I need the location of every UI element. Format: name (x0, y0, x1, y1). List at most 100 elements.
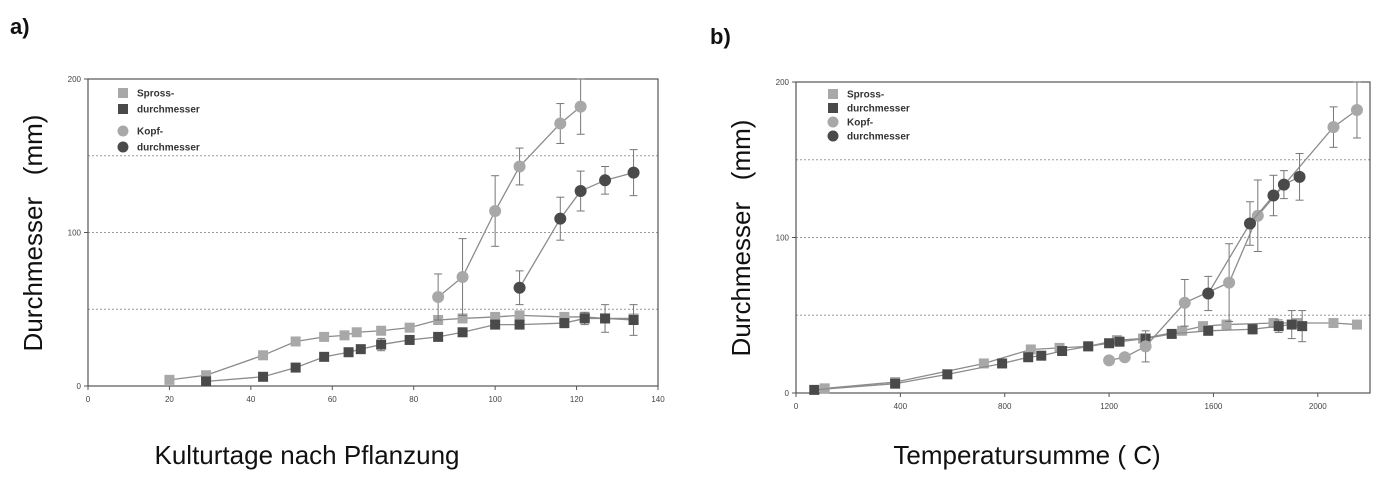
legend-marker-circle (117, 125, 129, 137)
data-point-square (1177, 325, 1188, 336)
data-point-square (355, 344, 366, 355)
legend-label: durchmesser (137, 143, 200, 154)
y-tick-label: 200 (68, 75, 82, 84)
y-tick-label: 200 (776, 78, 790, 87)
data-point-square (1104, 338, 1115, 349)
data-point-circle (1223, 276, 1236, 289)
x-tick-label: 140 (651, 395, 665, 404)
legend-marker-circle (117, 141, 129, 153)
data-point-circle (513, 160, 526, 173)
data-point-square (1203, 325, 1214, 336)
legend-label: Spross- (847, 90, 884, 101)
x-tick-label: 20 (165, 395, 174, 404)
data-point-circle (554, 117, 567, 130)
data-point-square (1198, 321, 1209, 332)
data-point-circle (1277, 178, 1290, 191)
data-point-square (1114, 336, 1125, 347)
legend-label: durchmesser (847, 104, 910, 115)
data-point-square (404, 322, 415, 333)
series-line-2 (814, 323, 1303, 391)
data-point-circle (1243, 217, 1256, 230)
data-point-square (490, 319, 501, 330)
data-point-square (351, 327, 362, 338)
x-tick-label: 120 (570, 395, 584, 404)
data-point-square (1025, 344, 1036, 355)
x-tick-label: 0 (86, 395, 91, 404)
series-line-2 (206, 317, 634, 383)
legend-marker-square (118, 88, 128, 98)
data-point-square (978, 358, 989, 369)
y-tick-label: 100 (776, 234, 790, 243)
data-point-square (1083, 341, 1094, 352)
panel-label: b) (710, 24, 731, 49)
data-point-circle (627, 166, 640, 179)
legend-label: durchmesser (847, 132, 910, 143)
legend-label: Kopf- (847, 118, 873, 129)
legend-marker-square (118, 104, 128, 114)
data-point-square (809, 384, 820, 395)
data-point-square (579, 313, 590, 324)
data-point-square (201, 376, 212, 387)
data-point-square (319, 331, 330, 342)
data-point-square (600, 313, 611, 324)
data-point-circle (489, 205, 502, 218)
data-point-square (514, 319, 525, 330)
data-point-square (490, 311, 501, 322)
x-tick-label: 2000 (1309, 402, 1327, 411)
data-point-square (164, 374, 175, 385)
data-point-circle (574, 100, 587, 113)
data-point-square (339, 330, 350, 341)
data-point-square (1268, 318, 1279, 329)
data-point-square (457, 313, 468, 324)
data-point-square (514, 310, 525, 321)
data-point-square (319, 351, 330, 362)
data-point-circle (554, 212, 567, 225)
data-point-square (1166, 328, 1177, 339)
x-axis-label: Temperatursumme ( C) (893, 440, 1160, 470)
data-point-circle (513, 281, 526, 294)
data-point-circle (1103, 354, 1116, 367)
data-point-square (819, 383, 830, 394)
data-point-square (258, 350, 269, 361)
data-point-circle (574, 185, 587, 198)
legend-label: durchmesser (137, 105, 200, 116)
data-point-square (997, 358, 1008, 369)
data-point-circle (1118, 351, 1131, 364)
x-tick-label: 0 (794, 402, 799, 411)
data-point-circle (1327, 121, 1340, 134)
legend-marker-square (828, 103, 838, 113)
data-point-square (559, 311, 570, 322)
data-point-square (1328, 318, 1339, 329)
data-point-square (376, 325, 387, 336)
x-tick-label: 100 (488, 395, 502, 404)
data-point-square (343, 347, 354, 358)
y-axis-label: Durchmesser (mm) (18, 115, 48, 352)
data-point-circle (1178, 296, 1191, 309)
data-point-square (1273, 321, 1284, 332)
data-point-square (1291, 318, 1302, 329)
x-axis-label: Kulturtage nach Pflanzung (155, 440, 460, 470)
data-point-square (433, 331, 444, 342)
data-point-circle (1202, 287, 1215, 300)
data-point-circle (599, 174, 612, 187)
x-tick-label: 1200 (1100, 402, 1118, 411)
data-point-circle (1350, 103, 1363, 116)
chart-panel-b: b) 0 400 800 1200 1600 2000 0 100 200 Temperatursu… (710, 24, 1371, 470)
data-point-square (1351, 319, 1362, 330)
data-point-square (290, 362, 301, 373)
data-point-square (1286, 319, 1297, 330)
data-point-square (559, 318, 570, 329)
x-tick-label: 400 (894, 402, 908, 411)
data-point-square (1247, 324, 1258, 335)
data-point-square (258, 371, 269, 382)
data-point-square (628, 314, 639, 325)
panel-label: a) (10, 14, 30, 39)
chart-panel-a: a) 0 20 40 60 80 100 120 140 0 100 200 Kulturtage na… (10, 14, 665, 470)
data-point-circle (1139, 340, 1152, 353)
data-point-square (1297, 321, 1308, 332)
data-point-circle (1267, 189, 1280, 202)
y-tick-label: 0 (785, 389, 790, 398)
data-point-square (290, 336, 301, 347)
legend-marker-square (828, 89, 838, 99)
